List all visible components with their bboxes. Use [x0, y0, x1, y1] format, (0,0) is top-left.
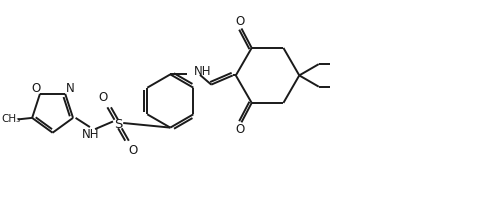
Text: S: S	[114, 118, 123, 130]
Text: CH₃: CH₃	[1, 114, 20, 124]
Text: NH: NH	[194, 65, 211, 78]
Text: O: O	[129, 144, 138, 157]
Text: O: O	[98, 91, 107, 104]
Text: NH: NH	[82, 128, 99, 141]
Text: O: O	[236, 15, 245, 28]
Text: O: O	[236, 123, 245, 136]
Text: O: O	[32, 82, 41, 95]
Text: N: N	[66, 82, 75, 95]
